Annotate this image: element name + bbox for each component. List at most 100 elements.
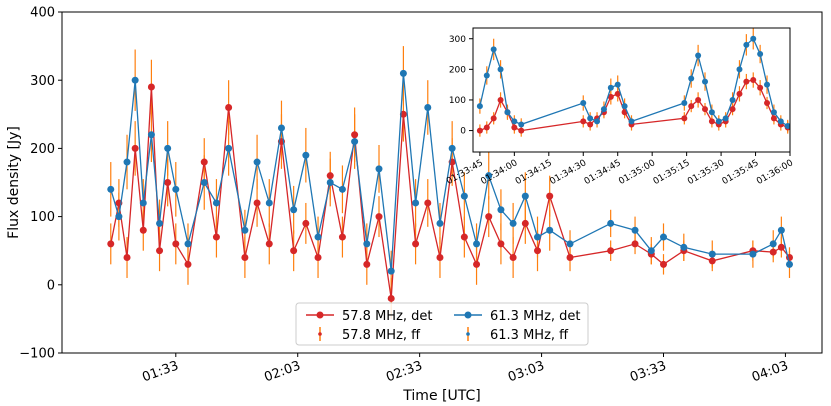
point [621,103,628,110]
point [156,247,164,255]
point [387,267,395,275]
point [314,254,322,262]
point [757,84,764,91]
legend-label: 57.8 MHz, det [342,309,433,324]
point [225,144,233,152]
point [587,121,594,128]
point [736,66,743,73]
point [351,131,359,139]
point [743,41,750,48]
x-tick-label: 02:33 [384,358,424,385]
legend-marker [466,332,470,336]
legend-marker [318,332,322,336]
point [460,192,468,200]
point [483,124,490,131]
point [115,213,123,221]
point [764,100,771,107]
y-tick-label: −100 [19,347,55,362]
point [483,72,490,79]
point [600,106,607,113]
point [212,233,220,241]
point [387,294,395,302]
x-tick-label: 03:33 [628,358,668,385]
point [688,75,695,82]
point [497,96,504,103]
point [566,254,574,262]
point [184,260,192,268]
point [265,240,273,248]
legend-marker [464,311,472,319]
point [769,248,777,256]
point [659,260,667,268]
point [708,109,715,116]
point [607,247,615,255]
point [702,78,709,85]
point [750,77,757,84]
axes-frame [472,27,791,153]
point [722,115,729,122]
point [156,219,164,227]
point [314,233,322,241]
series-line [110,86,791,299]
point [424,103,432,111]
point [326,179,334,186]
point [399,69,407,77]
point [253,199,261,207]
point [375,213,383,221]
point [107,185,115,193]
legend-label: 61.3 MHz, ff [490,328,569,343]
point [290,206,298,214]
point [749,250,757,258]
point [497,206,505,214]
point [485,213,493,221]
y-tick-label: 100 [449,96,466,106]
point [277,124,285,132]
point [123,158,131,166]
point [424,199,432,207]
point [736,90,743,97]
point [521,219,529,227]
point [490,115,497,122]
point [200,158,208,166]
point [412,240,420,248]
point [485,172,493,180]
point [497,66,504,73]
point [770,115,777,122]
point [757,51,764,58]
point [241,254,249,262]
point [580,118,587,125]
point [225,103,233,111]
point [587,115,594,122]
point [436,254,444,262]
point [614,90,621,97]
point [473,260,481,268]
point [546,226,554,234]
point [715,118,722,125]
x-tick-label: 03:03 [506,358,546,385]
point [338,233,346,241]
point [131,76,139,84]
point [607,84,614,91]
point [253,158,261,166]
marks [107,46,793,319]
marks [476,28,790,137]
point [497,240,505,248]
point [302,219,310,227]
point [509,219,517,227]
point [290,247,298,255]
legend-label: 61.3 MHz, det [490,309,581,324]
series-line [110,73,791,272]
y-tick-label: 200 [30,142,55,157]
point [241,226,249,234]
axes-frame [61,11,823,354]
point [200,179,208,186]
point [546,192,554,200]
point [785,260,793,268]
point [338,185,346,193]
point [631,226,639,234]
point [212,199,220,207]
point [147,83,155,91]
point [729,106,736,113]
point [688,103,695,110]
